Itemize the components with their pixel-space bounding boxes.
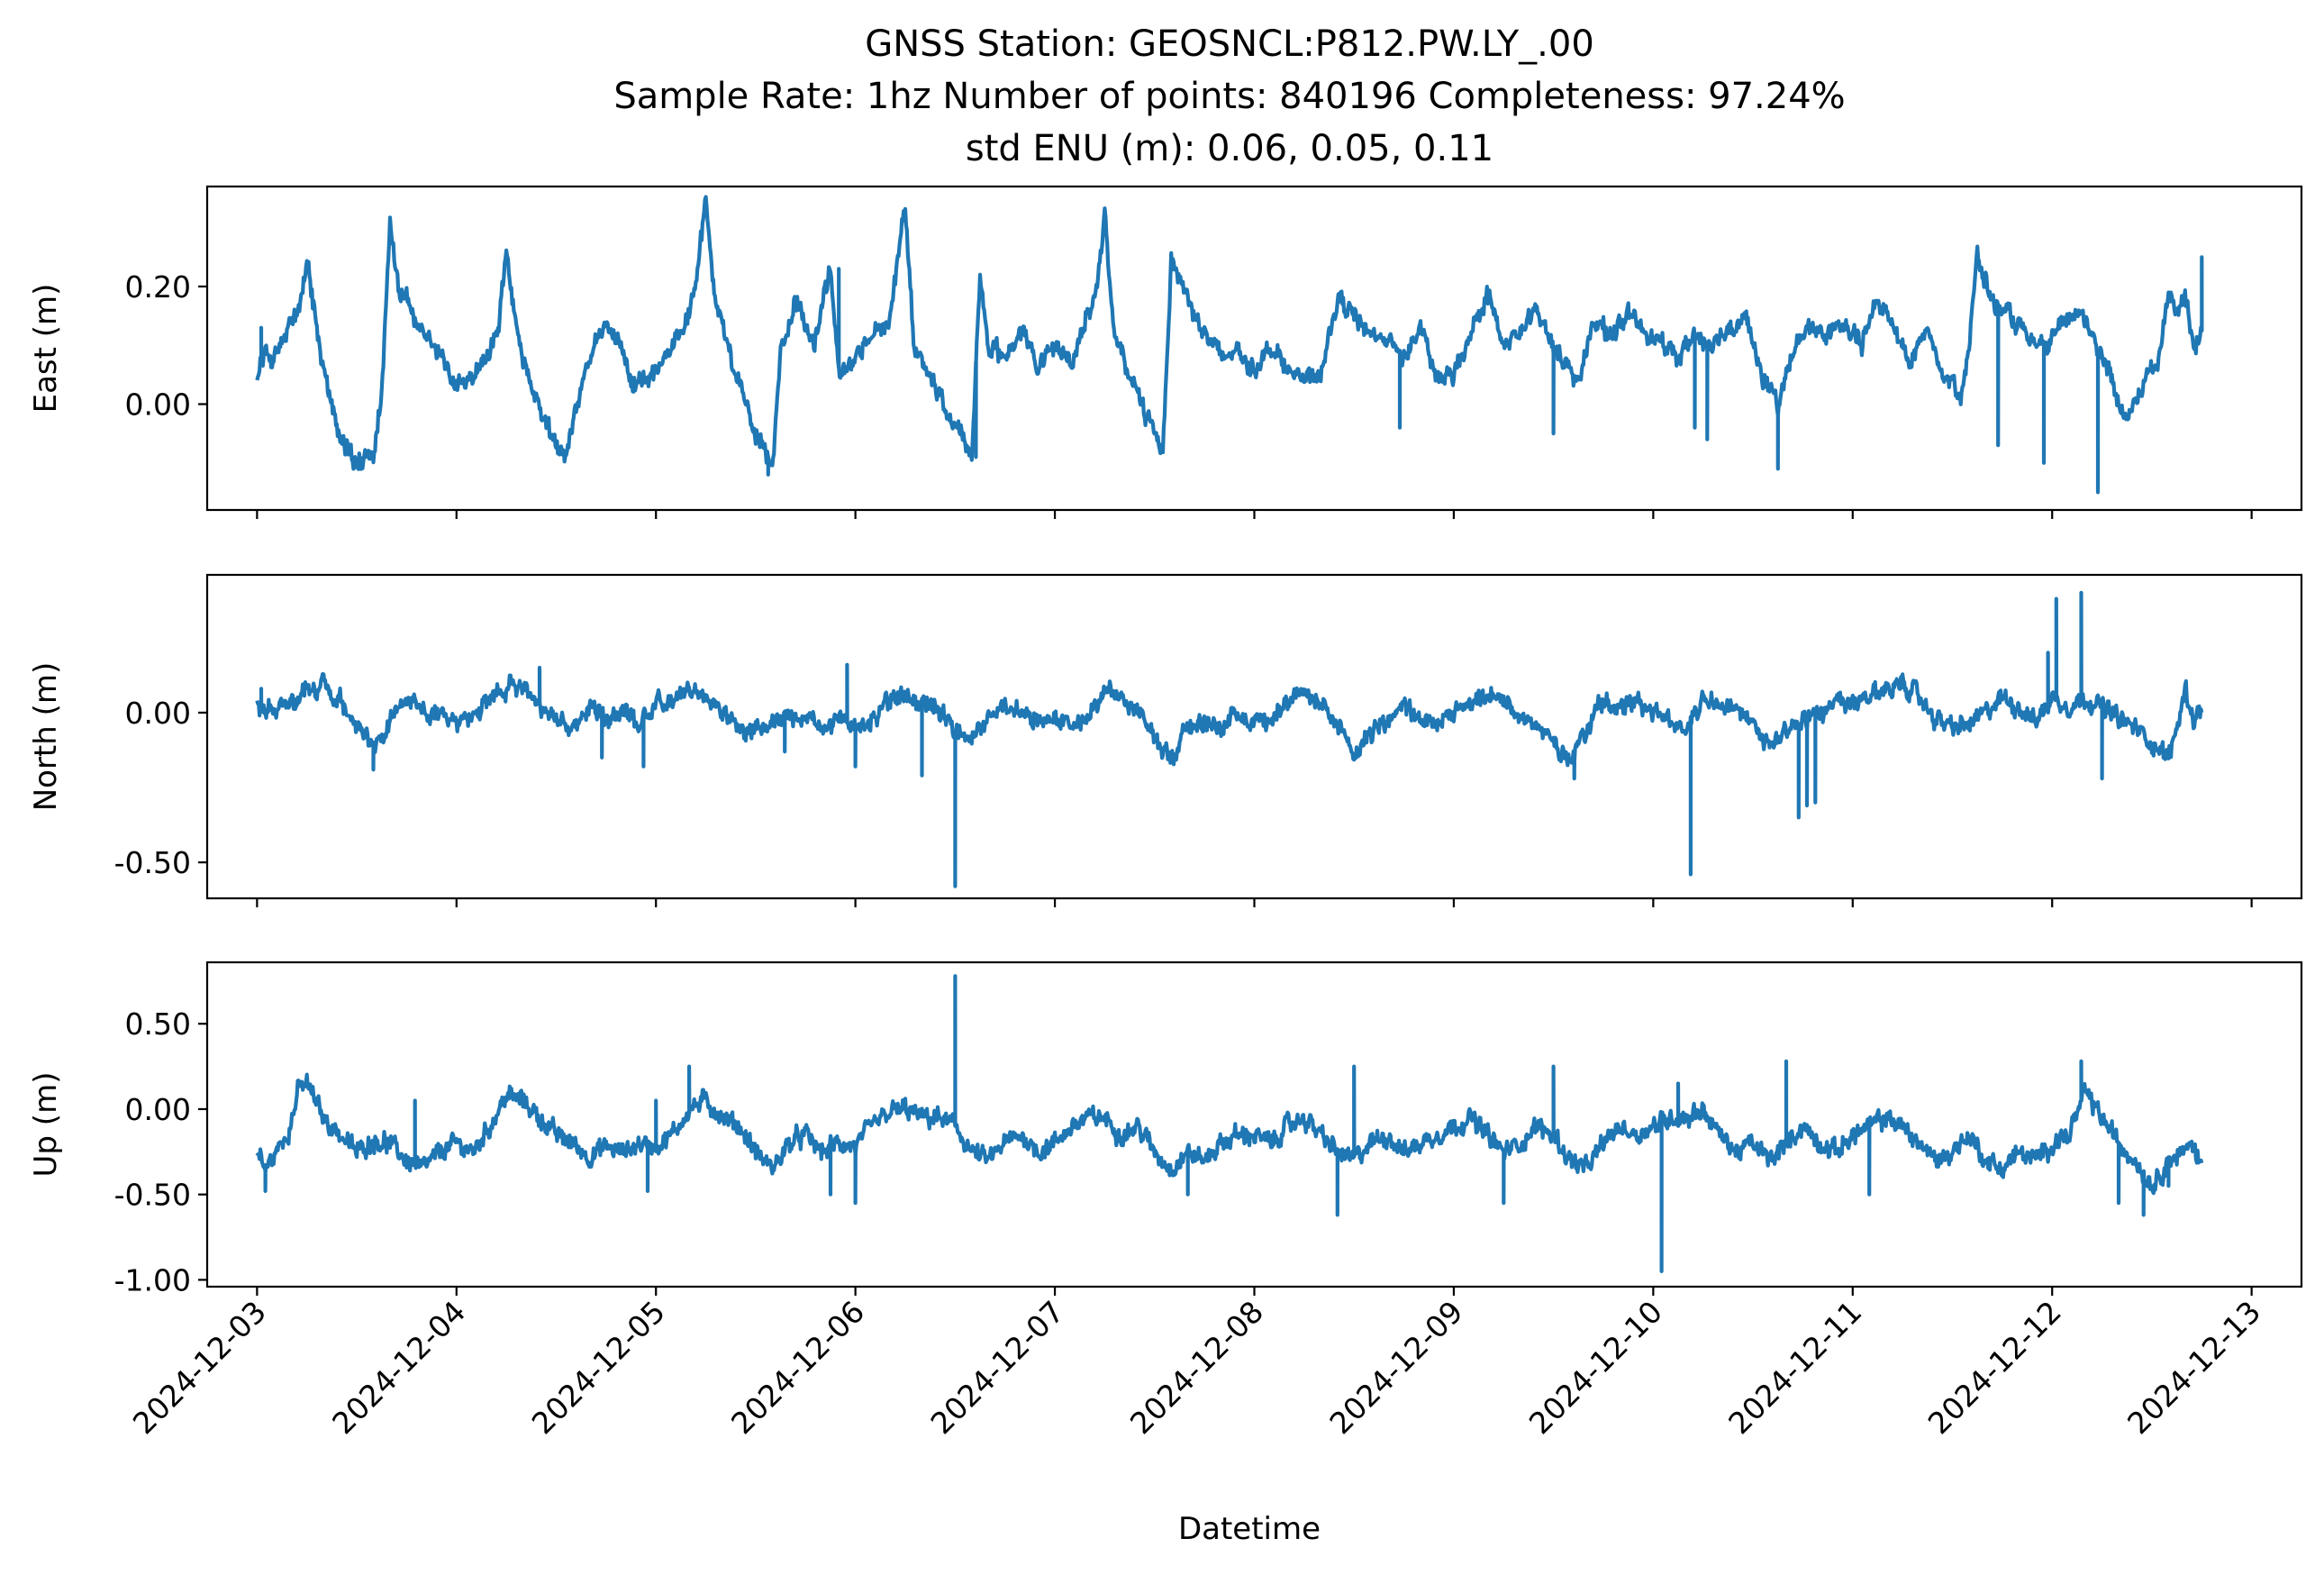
axes-frame [205,960,2303,1288]
y-tick-label: 0.00 [125,696,191,731]
y-tick-label: -0.50 [114,845,191,880]
figure-title: GNSS Station: GEOSNCL:P812.PW.LY_.00 Sam… [613,23,1845,169]
east-panel: 0.00 0.20 East (m) [28,185,2303,519]
title-line-3: std ENU (m): 0.06, 0.05, 0.11 [966,128,1493,169]
series-line [255,974,2204,1273]
y-axis-label: East (m) [28,284,64,414]
y-tick-label: 0.50 [125,1006,191,1042]
axes-frame [205,185,2303,512]
y-tick-label: 0.00 [125,1092,191,1127]
series-line [255,195,2204,495]
y-axis-label: North (m) [28,662,64,812]
y-tick-label: 0.20 [125,269,191,305]
y-tick-label: 0.00 [125,387,191,423]
title-line-1: GNSS Station: GEOSNCL:P812.PW.LY_.00 [865,23,1594,65]
y-tick-label: -1.00 [114,1262,191,1297]
y-tick-label: -0.50 [114,1178,191,1213]
north-panel: -0.50 0.00 North (m) [28,573,2303,907]
title-line-2: Sample Rate: 1hz Number of points: 84019… [613,76,1845,117]
series-line [255,590,2204,888]
x-axis-label: Datetime [1178,1511,1321,1547]
y-axis-label: Up (m) [28,1072,64,1178]
axes-frame [205,573,2303,900]
